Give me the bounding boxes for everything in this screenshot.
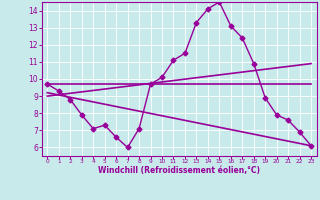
X-axis label: Windchill (Refroidissement éolien,°C): Windchill (Refroidissement éolien,°C) [98, 166, 260, 175]
